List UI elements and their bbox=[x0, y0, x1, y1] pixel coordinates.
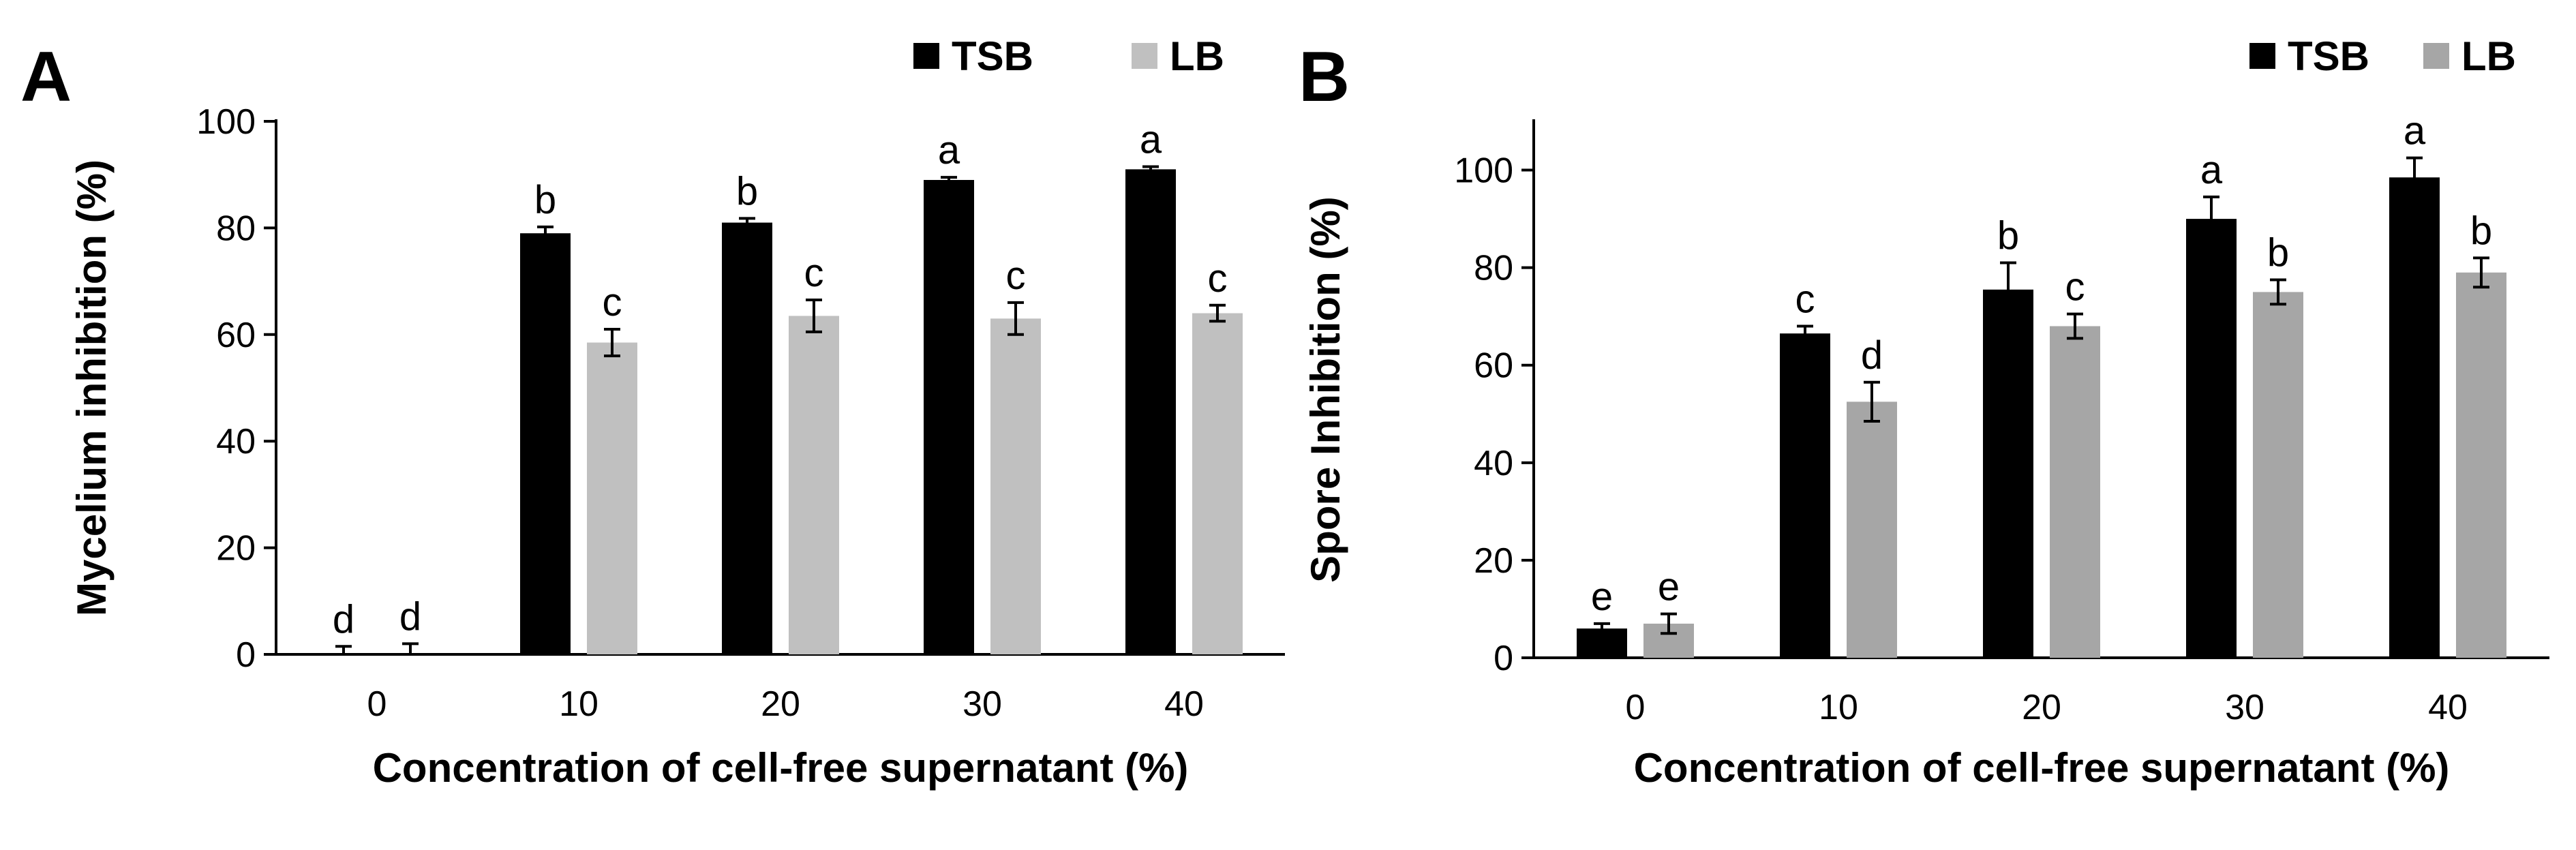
panel-b-legend-label-lb: LB bbox=[2461, 33, 2516, 79]
panel-a-y-tick-label: 0 bbox=[236, 635, 256, 675]
panel-b-legend-swatch-tsb bbox=[2249, 43, 2275, 69]
panel-a-significance-letter: a bbox=[1140, 117, 1162, 162]
panel-b-legend-swatch-lb bbox=[2423, 43, 2449, 69]
panel-b-significance-letter: e bbox=[1591, 575, 1613, 619]
panel-b-significance-letter: c bbox=[2065, 265, 2085, 309]
panel-a-bar-tsb bbox=[924, 180, 974, 654]
panel-a-panel-label: A bbox=[20, 37, 72, 117]
panel-b-bar-tsb bbox=[1780, 333, 1830, 658]
panel-a-y-tick-label: 60 bbox=[216, 316, 256, 355]
panel-b-bar-lb bbox=[2050, 326, 2100, 658]
panel-b-x-tick-label: 30 bbox=[2225, 688, 2264, 727]
panel-a-y-axis-title: Mycelium inhibition (%) bbox=[69, 160, 115, 616]
panel-a-bar-lb bbox=[990, 318, 1041, 654]
panel-a-x-tick-label: 20 bbox=[761, 684, 800, 724]
panel-a-x-tick-label: 30 bbox=[963, 684, 1002, 724]
panel-b-significance-letter: b bbox=[2470, 209, 2492, 253]
panel-a-significance-letter: c bbox=[603, 280, 622, 324]
panel-b-panel-label: B bbox=[1299, 37, 1350, 117]
panel-b-legend-label-tsb: TSB bbox=[2288, 33, 2369, 79]
panel-b-significance-letter: e bbox=[1658, 565, 1680, 609]
panel-a-x-tick-label: 0 bbox=[367, 684, 387, 724]
panel-a-bar-lb bbox=[789, 316, 839, 654]
panel-b-y-tick-label: 40 bbox=[1474, 444, 1513, 483]
panel-b-significance-letter: a bbox=[2200, 148, 2223, 192]
panel-a-legend-label-lb: LB bbox=[1170, 33, 1224, 79]
panel-b-bar-tsb bbox=[2186, 219, 2237, 658]
panel-a-x-axis-title: Concentration of cell-free supernatant (… bbox=[373, 745, 1189, 791]
panel-a-significance-letter: b bbox=[534, 178, 556, 222]
panel-a-legend-swatch-lb bbox=[1132, 43, 1157, 69]
panel-a-significance-letter: c bbox=[1006, 254, 1026, 298]
panel-b-bar-tsb bbox=[1983, 289, 2033, 658]
panel-b-bar-lb bbox=[1847, 401, 1897, 658]
panel-b-x-tick-label: 40 bbox=[2428, 688, 2468, 727]
panel-a-bar-tsb bbox=[520, 233, 571, 655]
panel-a-significance-letter: c bbox=[804, 251, 824, 295]
panel-a-y-tick-label: 100 bbox=[196, 102, 256, 142]
panel-a-significance-letter: a bbox=[938, 128, 960, 172]
panel-a-chart: A 0 20 40 60 80 100 0 10 20 30 40 d b b a a d c c c c Mycelium… bbox=[20, 33, 1285, 791]
panel-b-significance-letter: b bbox=[2267, 231, 2289, 275]
panel-b-y-tick-label: 0 bbox=[1494, 639, 1513, 678]
panel-a-significance-letter: b bbox=[736, 169, 758, 213]
panel-b-significance-letter: a bbox=[2404, 109, 2426, 153]
panel-b-bar-lb bbox=[2456, 272, 2506, 658]
panel-b-y-tick-label: 60 bbox=[1474, 346, 1513, 386]
panel-b-significance-letter: c bbox=[1795, 277, 1815, 321]
panel-a-significance-letter: d bbox=[399, 594, 421, 639]
panel-a-bar-lb bbox=[1192, 313, 1243, 654]
panel-a-y-tick-label: 40 bbox=[216, 422, 256, 461]
panel-a-significance-letter: c bbox=[1208, 256, 1228, 301]
panel-b-y-tick-label: 100 bbox=[1454, 151, 1513, 191]
panel-a-legend-label-tsb: TSB bbox=[952, 33, 1033, 79]
panel-b-x-tick-label: 10 bbox=[1819, 688, 1858, 727]
panel-a-bar-lb bbox=[587, 342, 637, 654]
panel-a-y-tick-label: 80 bbox=[216, 209, 256, 248]
panel-a-legend-swatch-tsb bbox=[913, 43, 939, 69]
panel-a-bar-tsb bbox=[722, 222, 772, 655]
panel-a-x-tick-label: 40 bbox=[1164, 684, 1204, 724]
panel-b-x-tick-label: 0 bbox=[1626, 688, 1646, 727]
panel-b-bar-tsb bbox=[2389, 177, 2440, 658]
panel-a-bar-tsb bbox=[1125, 169, 1176, 654]
panel-b-bar-lb bbox=[2253, 292, 2303, 658]
panel-a-y-tick-label: 20 bbox=[216, 529, 256, 568]
panel-b-y-tick-label: 20 bbox=[1474, 541, 1513, 581]
panel-b-x-axis-title: Concentration of cell-free supernatant (… bbox=[1634, 745, 2450, 791]
panel-b-x-tick-label: 20 bbox=[2022, 688, 2061, 727]
panel-a-significance-letter: d bbox=[333, 597, 354, 641]
panel-b-y-tick-label: 80 bbox=[1474, 249, 1513, 288]
panel-a-x-tick-label: 10 bbox=[559, 684, 598, 724]
panel-b-significance-letter: b bbox=[1997, 213, 2019, 258]
panel-b-y-axis-title: Spore Inhibition (%) bbox=[1303, 196, 1348, 583]
panel-b-significance-letter: d bbox=[1861, 333, 1883, 378]
